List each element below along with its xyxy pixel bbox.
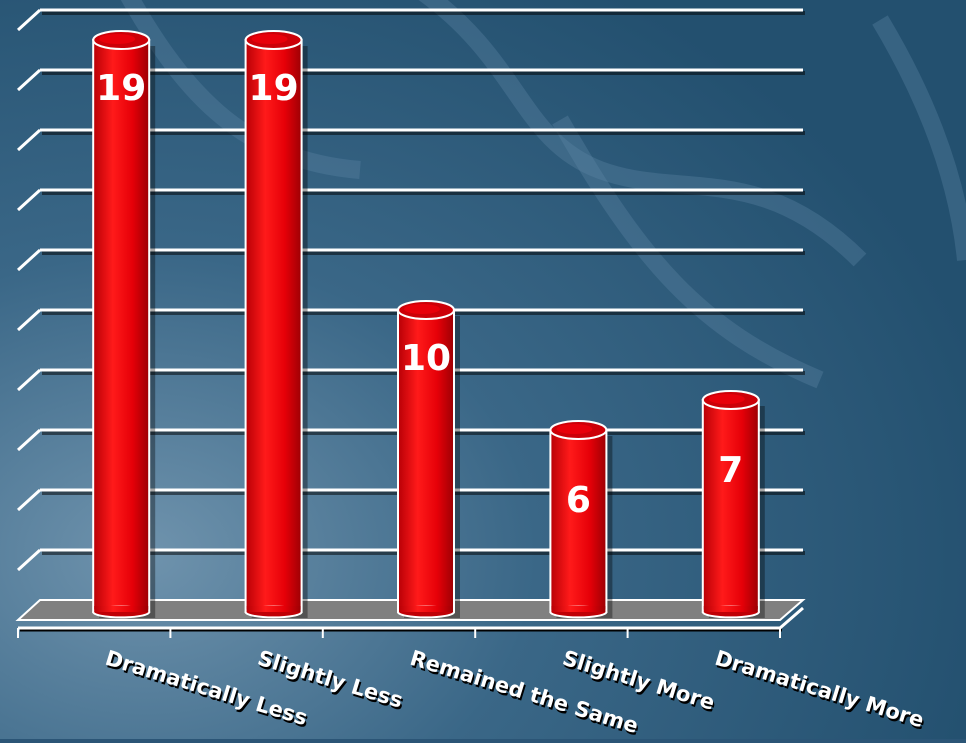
value-label: 7 [718,450,743,491]
bar: 19 [92,30,156,619]
value-label: 6 [566,480,591,521]
bars: 19 19 10 6 7 [92,30,765,619]
bar: 6 [549,420,613,619]
value-label: 19 [96,68,146,109]
bar: 10 [397,300,460,619]
value-label: 10 [401,338,451,379]
gridline [16,8,805,32]
gridline [16,188,805,212]
gridline [16,68,805,92]
bar: 19 [244,30,308,619]
gridline [16,248,805,272]
gridline [16,128,805,152]
bar: 7 [701,390,765,619]
background-decoration [120,0,966,389]
value-label: 19 [249,68,299,109]
